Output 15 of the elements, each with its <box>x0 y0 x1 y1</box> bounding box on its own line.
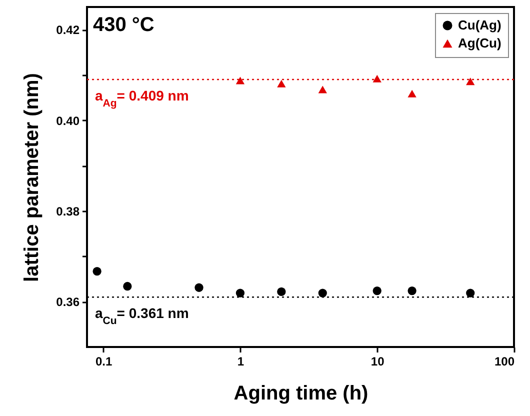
x-axis-title: Aging time (h) <box>234 382 368 404</box>
x-tick-label: 10 <box>370 354 385 368</box>
ref-line-label: a$_{Ag}$= 0.409 nm <box>95 88 189 110</box>
x-tick-label: 0.1 <box>95 354 112 368</box>
ref-line-label: a$_{Cu}$= 0.361 nm <box>95 305 189 328</box>
y-tick-label: 0.38 <box>56 204 80 218</box>
y-axis-title: lattice parameter (nm) <box>21 73 44 282</box>
annotation: 430 °C <box>93 14 154 36</box>
x-tick-label: 1 <box>237 354 244 368</box>
y-tick-label: 0.36 <box>56 295 80 310</box>
y-tick-label: 0.42 <box>56 23 80 38</box>
legend-label: Cu(Ag) <box>458 18 502 32</box>
x-tick-label: 100 <box>494 354 515 368</box>
y-tick-label: 0.40 <box>56 114 80 128</box>
legend-label: Ag(Cu) <box>458 36 502 50</box>
